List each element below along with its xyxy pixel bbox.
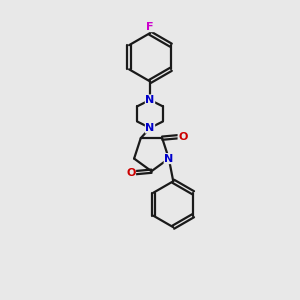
Text: N: N: [146, 95, 154, 105]
Text: F: F: [146, 22, 154, 32]
Text: O: O: [126, 168, 136, 178]
Text: N: N: [164, 154, 173, 164]
Text: O: O: [178, 132, 188, 142]
Text: N: N: [146, 123, 154, 133]
